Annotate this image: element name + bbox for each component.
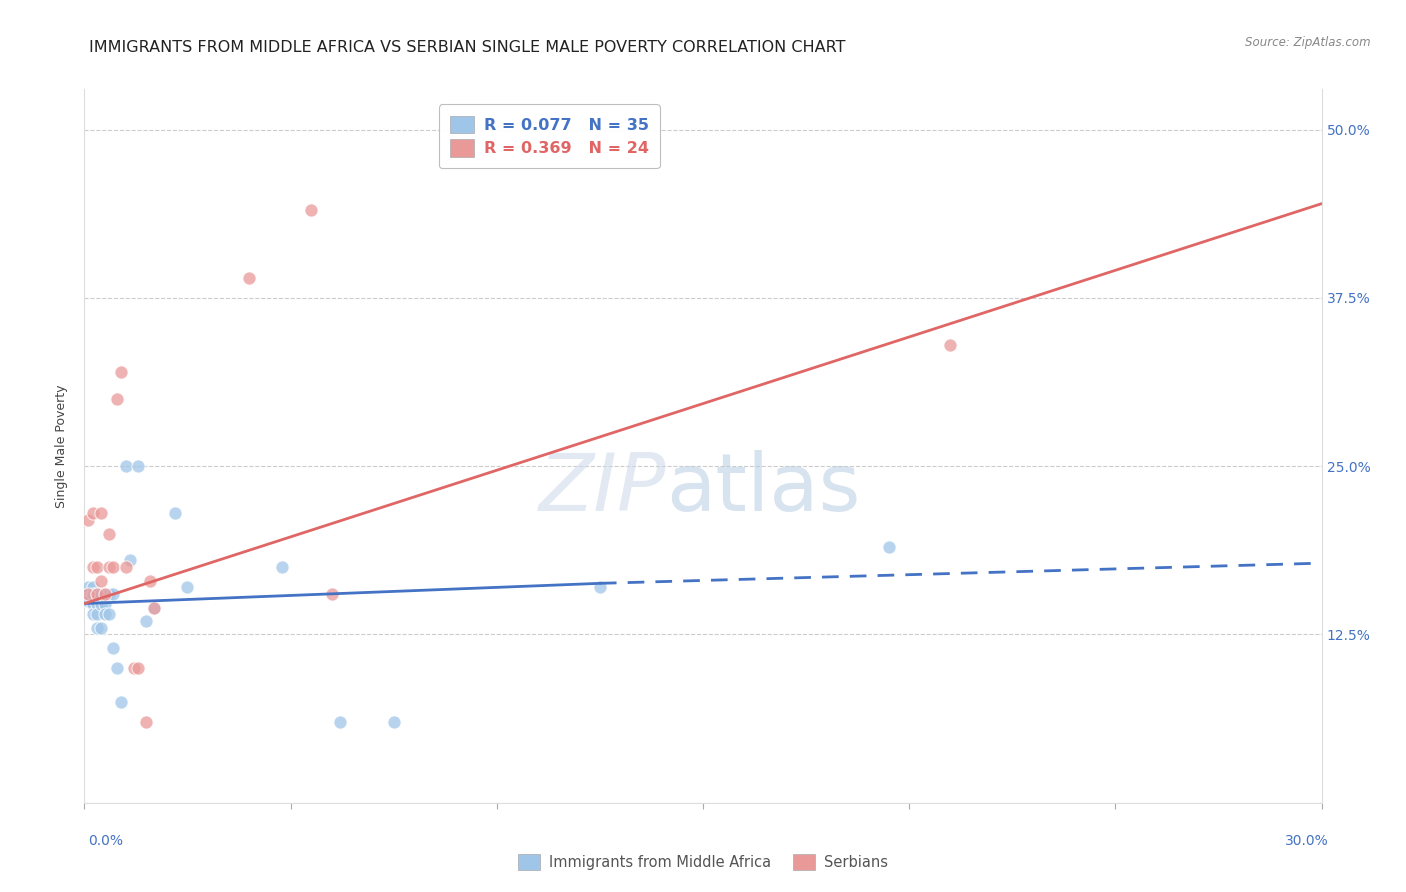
Point (127, 661, 149, 675)
Text: Source: ZipAtlas.com: Source: ZipAtlas.com (1246, 36, 1371, 49)
Point (105, 392, 128, 406)
Point (143, 600, 166, 615)
Text: 30.0%: 30.0% (1285, 834, 1329, 848)
Point (103, 587, 125, 601)
Point (77, 580, 100, 594)
Point (110, 365, 132, 379)
Point (94, 587, 117, 601)
Point (103, 640, 125, 655)
Text: ZIP: ZIP (538, 450, 666, 528)
Point (238, 270, 260, 285)
Point (114, 459, 136, 474)
Point (94, 587, 117, 601)
Point (98, 607, 121, 622)
Point (103, 560, 125, 574)
Text: IMMIGRANTS FROM MIDDLE AFRICA VS SERBIAN SINGLE MALE POVERTY CORRELATION CHART: IMMIGRANTS FROM MIDDLE AFRICA VS SERBIAN… (89, 40, 845, 55)
Point (98, 560, 121, 574)
Text: 0.0%: 0.0% (89, 834, 124, 848)
Point (77, 513, 100, 527)
Point (90, 587, 112, 601)
Point (143, 600, 166, 615)
Point (135, 714, 157, 729)
Point (118, 553, 141, 567)
Point (82, 597, 104, 611)
Point (114, 560, 136, 574)
Point (98, 587, 121, 601)
Point (299, 203, 322, 218)
Point (77, 587, 100, 601)
Point (139, 574, 162, 588)
Point (82, 587, 104, 601)
Point (382, 714, 405, 729)
Point (77, 587, 100, 601)
Point (82, 607, 104, 622)
Point (877, 540, 900, 554)
Point (90, 621, 112, 635)
Point (98, 526, 121, 541)
Point (321, 587, 343, 601)
Point (135, 614, 157, 628)
Point (122, 661, 145, 675)
Text: atlas: atlas (666, 450, 860, 528)
Point (86, 607, 108, 622)
Point (127, 459, 149, 474)
Point (165, 506, 187, 520)
Point (86, 621, 108, 635)
Point (86, 587, 108, 601)
Y-axis label: Single Male Poverty: Single Male Poverty (55, 384, 69, 508)
Point (105, 661, 128, 675)
Point (86, 560, 108, 574)
Point (90, 597, 112, 611)
Point (94, 607, 117, 622)
Point (94, 597, 117, 611)
Point (110, 695, 132, 709)
Point (90, 574, 112, 588)
Legend: Immigrants from Middle Africa, Serbians: Immigrants from Middle Africa, Serbians (512, 847, 894, 878)
Point (82, 506, 104, 520)
Point (77, 594, 100, 608)
Point (176, 580, 198, 594)
Point (82, 580, 104, 594)
Point (271, 560, 294, 574)
Point (82, 560, 104, 574)
Point (589, 580, 612, 594)
Point (329, 714, 352, 729)
Point (86, 597, 108, 611)
Point (90, 506, 112, 520)
Point (939, 338, 962, 352)
Point (86, 587, 108, 601)
